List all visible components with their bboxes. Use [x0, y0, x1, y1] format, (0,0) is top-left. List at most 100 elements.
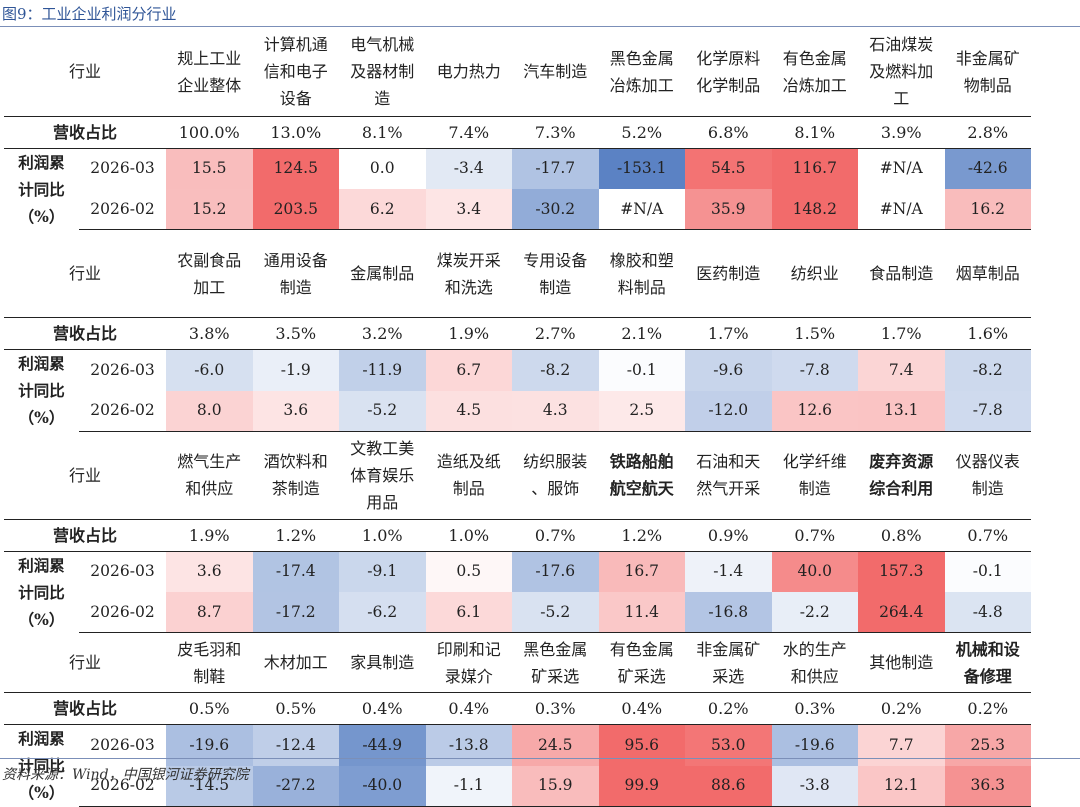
industry-name: 水的生产 和供应 — [782, 639, 847, 686]
industry-name: 有色金属 冶炼加工 — [782, 48, 847, 95]
revenue-share-value: 1.5% — [771, 317, 858, 350]
period-label: 2026-02 — [79, 189, 166, 231]
industry-name: 木材加工 — [263, 653, 328, 672]
profit-growth-value: -9.1 — [339, 551, 426, 593]
revenue-share-value: 1.2% — [598, 518, 685, 552]
profit-growth-row: 2026-02 15.2 203.5 6.2 3.4 -30.2 #N/A 35.9 148.2… — [4, 189, 1031, 231]
profit-growth-value: 95.6 — [598, 724, 685, 766]
profit-growth-value: #N/A — [598, 189, 685, 231]
profit-growth-value: -0.1 — [598, 349, 685, 391]
industry-header-label: 行业 — [68, 465, 101, 485]
profit-growth-label: 利润累 计同比 （%） — [18, 152, 65, 226]
revenue-share-value: 2.1% — [598, 317, 685, 350]
profit-growth-value: -3.4 — [425, 148, 512, 190]
revenue-share-value: 1.0% — [339, 518, 426, 552]
profit-growth-value: 16.2 — [944, 189, 1031, 231]
profit-growth-value: 6.1 — [425, 592, 512, 634]
industry-name: 机械和设 备修理 — [955, 639, 1020, 686]
industry-name: 电气机械 及器材制造 — [350, 35, 415, 109]
profit-growth-value: -19.6 — [771, 724, 858, 766]
profit-growth-value: -1.1 — [425, 765, 512, 807]
industry-name: 黑色金属 矿采选 — [523, 639, 588, 686]
profit-growth-value: 8.7 — [166, 592, 253, 634]
period-label: 2026-03 — [90, 360, 155, 379]
profit-growth-value: -44.9 — [339, 724, 426, 766]
profit-growth-value: 7.7 — [858, 724, 945, 766]
industry-name: 化学原料 化学制品 — [696, 48, 761, 95]
revenue-share-value: 1.2% — [252, 518, 339, 552]
industry-name: 石油和天 然气开采 — [696, 452, 761, 498]
industry-name: 食品制造 — [869, 264, 934, 283]
profit-growth-row: 利润累 计同比 （%） 2026-03 3.6 -17.4 -9.1 0.5 -17.6 16.7… — [4, 551, 1031, 629]
revenue-share-value: 0.3% — [512, 692, 599, 725]
revenue-share-label: 营收占比 — [4, 692, 166, 725]
industry-name: 计算机通 信和电子 设备 — [263, 35, 328, 109]
profit-growth-value: 40.0 — [771, 551, 858, 593]
profit-growth-value: 3.6 — [166, 551, 253, 593]
profit-growth-value: 0.5 — [425, 551, 512, 593]
profit-growth-value: 99.9 — [598, 765, 685, 807]
industry-header-row: 行业 农副食品 加工 通用设备 制造 金属制品 煤炭开采 和洗选 专用设备 制造 橡胶和塑 料制品 医药… — [4, 230, 1031, 318]
revenue-share-value: 0.8% — [858, 518, 945, 552]
profit-growth-value: -17.2 — [252, 592, 339, 634]
title-divider — [0, 26, 1080, 27]
profit-growth-value: -3.8 — [771, 765, 858, 807]
profit-growth-value: #N/A — [858, 148, 945, 190]
profit-growth-value: 148.2 — [771, 189, 858, 231]
profit-growth-value: 53.0 — [685, 724, 772, 766]
industry-name: 废弃资源 综合利用 — [869, 452, 934, 498]
profit-growth-value: -5.2 — [339, 390, 426, 432]
revenue-share-value: 100.0% — [166, 115, 253, 149]
profit-growth-value: -13.8 — [425, 724, 512, 766]
profit-growth-value: 35.9 — [685, 189, 772, 231]
profit-growth-value: 3.6 — [252, 390, 339, 432]
industry-name: 铁路船舶 航空航天 — [609, 452, 674, 498]
revenue-share-value: 0.4% — [425, 692, 512, 725]
revenue-share-value: 0.7% — [944, 518, 1031, 552]
profit-growth-value: -9.6 — [685, 349, 772, 391]
industry-name: 其他制造 — [869, 653, 934, 672]
industry-header-label: 行业 — [68, 62, 101, 82]
profit-growth-value: 16.7 — [598, 551, 685, 593]
revenue-share-label: 营收占比 — [4, 115, 166, 149]
profit-growth-value: -0.1 — [944, 551, 1031, 593]
profit-growth-row: 2026-02 -14.5 -27.2 -40.0 -1.1 15.9 99.9 88.6 -3… — [4, 765, 1031, 807]
profit-growth-value: 24.5 — [512, 724, 599, 766]
industry-header-row: 行业 皮毛羽和 制鞋 木材加工 家具制造 印刷和记 录媒介 黑色金属 矿采选 有色金属 矿采选 非金属… — [4, 633, 1031, 693]
revenue-share-value: 0.5% — [166, 692, 253, 725]
bottom-divider — [0, 758, 1080, 759]
profit-growth-value: 4.3 — [512, 390, 599, 432]
profit-growth-value: -17.7 — [512, 148, 599, 190]
profit-growth-value: -1.4 — [685, 551, 772, 593]
profit-growth-value: 12.6 — [771, 390, 858, 432]
industry-name: 非金属矿 采选 — [696, 639, 761, 686]
industry-name: 燃气生产 和供应 — [177, 452, 242, 498]
revenue-share-value: 13.0% — [252, 115, 339, 149]
industry-name: 仪器仪表 制造 — [955, 452, 1020, 498]
profit-by-industry-table: 行业 规上工业 企业整体 计算机通 信和电子 设备 电气机械 及器材制造电力热力 汽车制造 黑色金… — [4, 28, 1031, 807]
revenue-share-value: 0.7% — [771, 518, 858, 552]
industry-name: 有色金属 矿采选 — [609, 639, 674, 686]
revenue-share-value: 8.1% — [339, 115, 426, 149]
profit-growth-value: -17.6 — [512, 551, 599, 593]
profit-growth-value: 15.2 — [166, 189, 253, 231]
chart-title: 图9：工业企业利润分行业 — [2, 5, 177, 23]
industry-name: 纺织服装 、服饰 — [523, 452, 588, 498]
profit-growth-value: 88.6 — [685, 765, 772, 807]
revenue-share-value: 1.6% — [944, 317, 1031, 350]
profit-growth-value: -5.2 — [512, 592, 599, 634]
industry-name: 纺织业 — [790, 264, 839, 283]
revenue-share-value: 5.2% — [598, 115, 685, 149]
profit-growth-value: -6.2 — [339, 592, 426, 634]
profit-growth-value: 203.5 — [252, 189, 339, 231]
profit-growth-value: #N/A — [858, 189, 945, 231]
revenue-share-value: 3.9% — [858, 115, 945, 149]
industry-name: 农副食品 加工 — [177, 250, 242, 297]
revenue-share-value: 0.3% — [771, 692, 858, 725]
revenue-share-value: 0.9% — [685, 518, 772, 552]
profit-growth-value: -40.0 — [339, 765, 426, 807]
revenue-share-value: 0.2% — [685, 692, 772, 725]
period-label: 2026-02 — [79, 592, 166, 634]
revenue-share-value: 0.2% — [944, 692, 1031, 725]
revenue-share-value: 0.4% — [339, 692, 426, 725]
